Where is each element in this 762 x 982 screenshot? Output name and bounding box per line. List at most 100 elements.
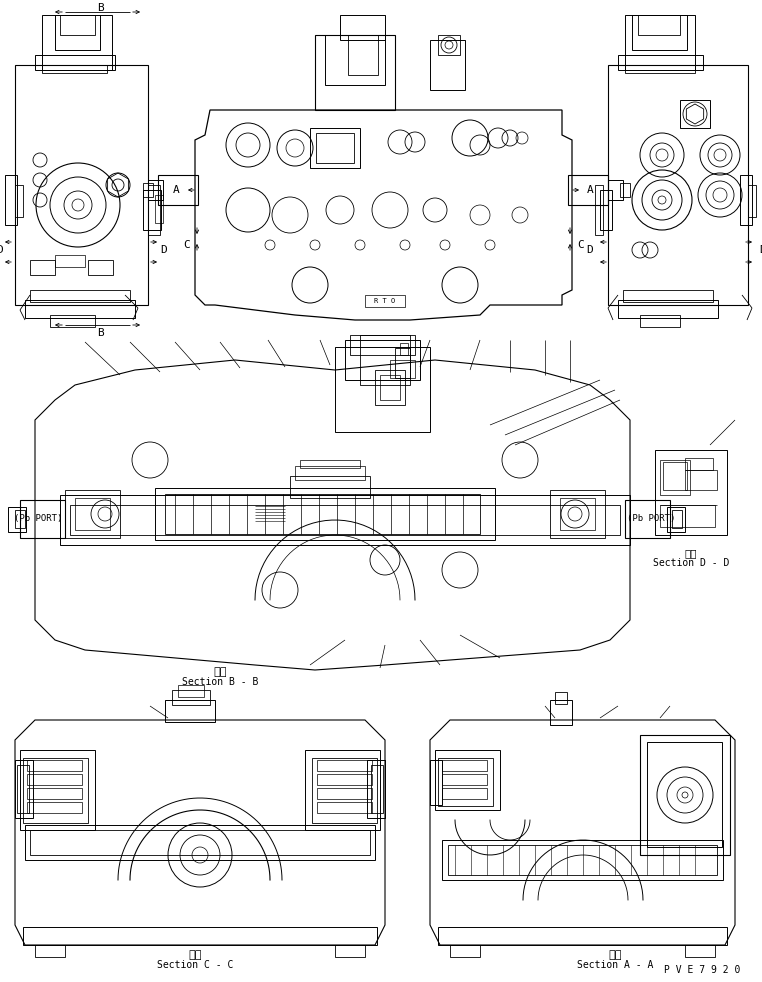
Bar [660, 505, 715, 527]
Bar [88, 260, 113, 275]
Bar [15, 185, 23, 217]
Bar [312, 758, 377, 823]
Bar [395, 348, 410, 378]
Bar [20, 500, 65, 538]
Bar [625, 65, 695, 73]
Bar [438, 35, 460, 55]
Bar [638, 15, 680, 35]
Bar [435, 750, 500, 810]
Bar [371, 765, 383, 813]
Bar [60, 15, 95, 35]
Bar [442, 788, 487, 799]
Bar [380, 375, 400, 400]
Text: B: B [97, 328, 104, 338]
Bar [50, 315, 95, 327]
Bar [55, 255, 85, 267]
Bar [660, 460, 690, 495]
Text: C: C [577, 240, 584, 250]
Text: D: D [0, 245, 3, 255]
Text: Section C - C: Section C - C [157, 960, 233, 970]
Bar [400, 343, 408, 355]
Bar [348, 35, 378, 75]
Bar [27, 774, 82, 785]
Text: Section A - A: Section A - A [577, 960, 653, 970]
Bar [23, 758, 88, 823]
Bar [148, 185, 160, 235]
Bar [15, 510, 25, 528]
Bar [340, 15, 385, 40]
Bar [640, 315, 680, 327]
Bar [325, 35, 385, 85]
Bar [608, 65, 748, 305]
Bar [685, 458, 713, 470]
Bar [27, 802, 82, 813]
Bar [438, 927, 727, 945]
Text: 断面: 断面 [213, 667, 227, 677]
Bar [290, 476, 370, 498]
Bar [20, 750, 95, 830]
Bar [375, 370, 405, 405]
Bar [30, 260, 55, 275]
Bar [442, 774, 487, 785]
Bar [300, 460, 360, 468]
Bar [310, 128, 360, 168]
Text: (Pb PORT): (Pb PORT) [14, 515, 62, 523]
Bar [430, 760, 442, 805]
Bar [680, 100, 710, 128]
Text: 断面: 断面 [188, 950, 202, 960]
Text: R T O: R T O [374, 298, 395, 304]
Bar [667, 507, 685, 532]
Bar [317, 802, 372, 813]
Bar [42, 65, 107, 73]
Bar [8, 507, 26, 532]
Bar [15, 760, 33, 818]
Bar [442, 760, 487, 771]
Bar [618, 55, 703, 70]
Bar [595, 185, 603, 235]
Bar [685, 470, 717, 490]
Bar [442, 840, 723, 880]
Bar [27, 788, 82, 799]
Bar [600, 190, 612, 230]
Bar [430, 40, 465, 90]
Bar [315, 35, 395, 110]
Bar [560, 498, 595, 530]
Bar [30, 290, 130, 302]
Bar [143, 183, 153, 197]
Bar [65, 490, 120, 538]
Bar [335, 347, 430, 432]
Bar [35, 945, 65, 957]
Bar [317, 788, 372, 799]
Bar [316, 133, 354, 163]
Bar [25, 825, 375, 860]
Bar [15, 65, 148, 305]
Bar [618, 300, 718, 318]
Bar [172, 690, 210, 705]
Bar [672, 510, 682, 528]
Bar [367, 760, 385, 818]
Bar [305, 750, 380, 830]
Bar [655, 450, 727, 535]
Bar [555, 692, 567, 704]
Bar [17, 765, 29, 813]
Bar [345, 340, 420, 380]
Bar [60, 495, 630, 545]
Bar [148, 180, 163, 200]
Bar [625, 15, 695, 70]
Bar [165, 494, 480, 534]
Bar [448, 845, 717, 875]
Text: P V E 7 9 2 0: P V E 7 9 2 0 [664, 965, 740, 975]
Bar [450, 945, 480, 957]
Bar [550, 700, 572, 725]
Bar [35, 55, 115, 70]
Bar [632, 15, 687, 50]
Text: Section D - D: Section D - D [653, 558, 729, 568]
Text: D: D [161, 245, 168, 255]
Bar [438, 758, 493, 806]
Bar [178, 685, 204, 697]
Text: 断面: 断面 [685, 548, 697, 558]
Bar [55, 15, 100, 50]
Bar [295, 466, 365, 480]
Bar [70, 505, 620, 535]
Text: D: D [759, 245, 762, 255]
